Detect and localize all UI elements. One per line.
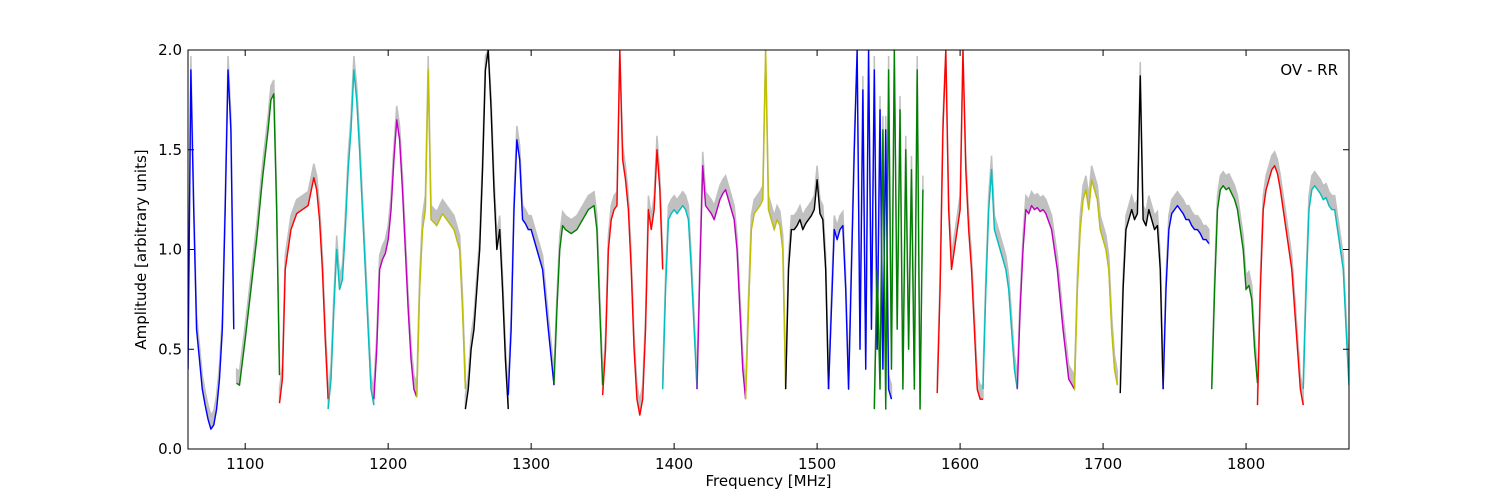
plot-frame [187,49,1350,450]
series-line-20 [1119,75,1164,394]
envelope-19 [1073,165,1119,390]
x-tick-label: 1100 [226,455,264,473]
series-line-4 [373,119,418,400]
series-line-14 [827,50,893,400]
series-line-18 [1016,204,1076,390]
y-tick-label: 0.5 [158,340,182,358]
series-line-16 [936,50,983,400]
x-tick-label: 1500 [798,455,836,473]
series-line-9 [601,50,664,416]
series-line-22 [1211,184,1259,390]
series-line-6 [464,50,509,410]
series-line-8 [553,204,604,386]
series-line-10 [661,204,698,390]
ticks-layer: 1100 1200 1300 1400 1500 1600 1700 1800 0.0 0.5 1.… [158,41,1349,473]
chart-annotation: OV - RR [1280,61,1338,79]
y-tick-label: 1.0 [158,241,182,259]
x-tick-label: 1800 [1227,455,1265,473]
series-line-23 [1256,165,1304,406]
x-tick-label: 1200 [369,455,407,473]
x-tick-label: 1700 [1084,455,1122,473]
series-line-12 [744,50,787,400]
envelope-9 [601,50,664,416]
series-line-11 [696,165,747,400]
y-tick-label: 0.0 [158,440,182,458]
envelope-3 [327,55,375,410]
series-line-1 [236,93,281,386]
envelope-1 [235,79,281,387]
x-axis-label: Frequency [MHz] [705,472,831,490]
x-tick-label: 1600 [941,455,979,473]
series-line-13 [784,178,830,390]
y-axis-label: Amplitude [arbitrary units] [132,149,150,349]
series-line-17 [982,168,1018,390]
series-line-21 [1162,204,1210,390]
envelope-13 [784,165,830,390]
series-line-0 [188,69,235,430]
series-line-5 [416,69,467,398]
series-line-19 [1073,178,1119,390]
envelope-2 [278,163,329,404]
x-tick-label: 1400 [655,455,693,473]
envelope-17 [982,155,1019,390]
y-tick-label: 2.0 [158,41,182,59]
x-tick-label: 1300 [512,455,550,473]
series-line-3 [327,69,375,410]
series-layer [188,50,1349,430]
series-line-2 [278,176,329,404]
envelope-5 [416,55,467,398]
series-line-24 [1302,184,1349,390]
y-tick-label: 1.5 [158,141,182,159]
series-line-15 [873,50,924,410]
envelope-6 [464,50,510,410]
grey-background-envelope [188,50,1349,431]
series-line-7 [507,139,555,396]
